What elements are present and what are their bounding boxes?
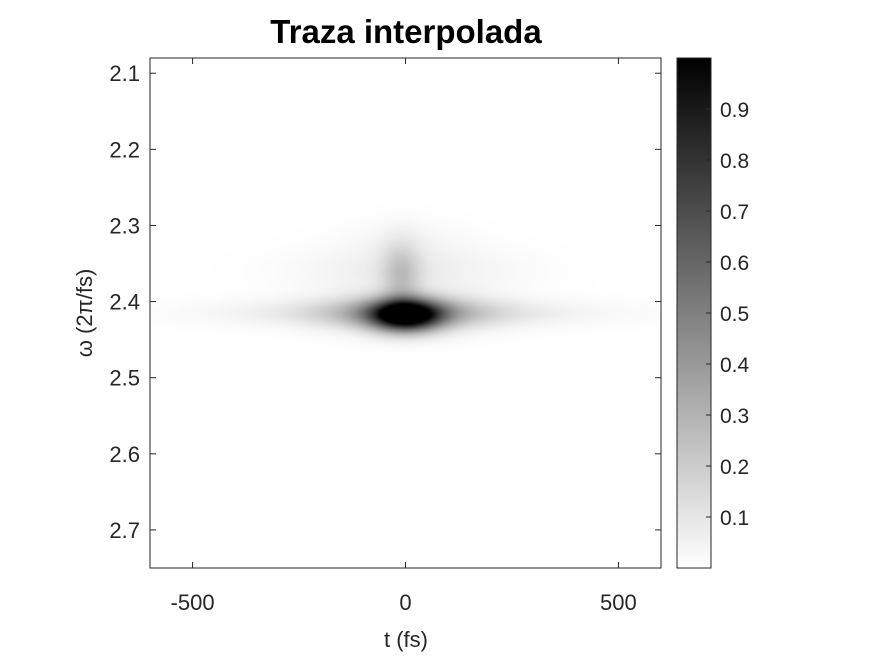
- colorbar: [677, 58, 711, 568]
- y-tick-label: 2.7: [109, 518, 140, 543]
- colorbar-tick-label: 0.3: [720, 405, 749, 428]
- x-tick-label: -500: [171, 590, 215, 615]
- heatmap-image: [150, 58, 661, 568]
- y-tick-label: 2.5: [109, 366, 140, 391]
- y-tick-label: 2.2: [109, 137, 140, 162]
- y-axis-title: ω (2π/fs): [72, 269, 97, 358]
- colorbar-tick-label: 0.1: [720, 507, 749, 530]
- colorbar-tick-label: 0.9: [720, 99, 749, 122]
- colorbar-tick-label: 0.7: [720, 201, 749, 224]
- x-axis-title: t (fs): [384, 627, 428, 652]
- colorbar-tick-label: 0.5: [720, 303, 749, 326]
- colorbar-tick-label: 0.8: [720, 150, 749, 173]
- colorbar-tick-label: 0.2: [720, 456, 749, 479]
- x-tick-label: 500: [600, 590, 637, 615]
- chart-title: Traza interpolada: [270, 13, 542, 50]
- colorbar-tick-label: 0.4: [720, 354, 750, 377]
- colorbar-tick-label: 0.6: [720, 252, 749, 275]
- y-tick-label: 2.1: [109, 61, 140, 86]
- y-tick-label: 2.3: [109, 213, 140, 238]
- colorbar-ticks: 0.1 0.2 0.3 0.4 0.5 0.6 0.7 0.8 0.9: [706, 99, 750, 530]
- y-axis: 2.1 2.2 2.3 2.4 2.5 2.6 2.7: [109, 61, 661, 543]
- x-axis: -500 0 500: [171, 58, 637, 615]
- y-tick-label: 2.6: [109, 442, 140, 467]
- y-tick-label: 2.4: [109, 290, 140, 315]
- x-tick-label: 0: [399, 590, 411, 615]
